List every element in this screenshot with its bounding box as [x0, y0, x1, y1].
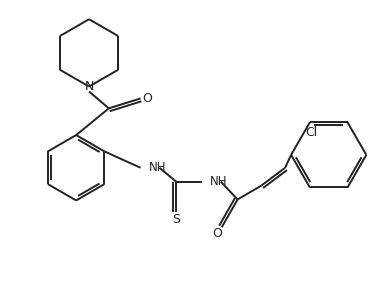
Text: O: O	[212, 227, 222, 240]
Text: S: S	[172, 213, 180, 226]
Text: O: O	[143, 92, 152, 105]
Text: NH: NH	[210, 175, 227, 188]
Text: NH: NH	[149, 161, 166, 174]
Text: N: N	[84, 80, 94, 93]
Text: Cl: Cl	[306, 126, 318, 139]
